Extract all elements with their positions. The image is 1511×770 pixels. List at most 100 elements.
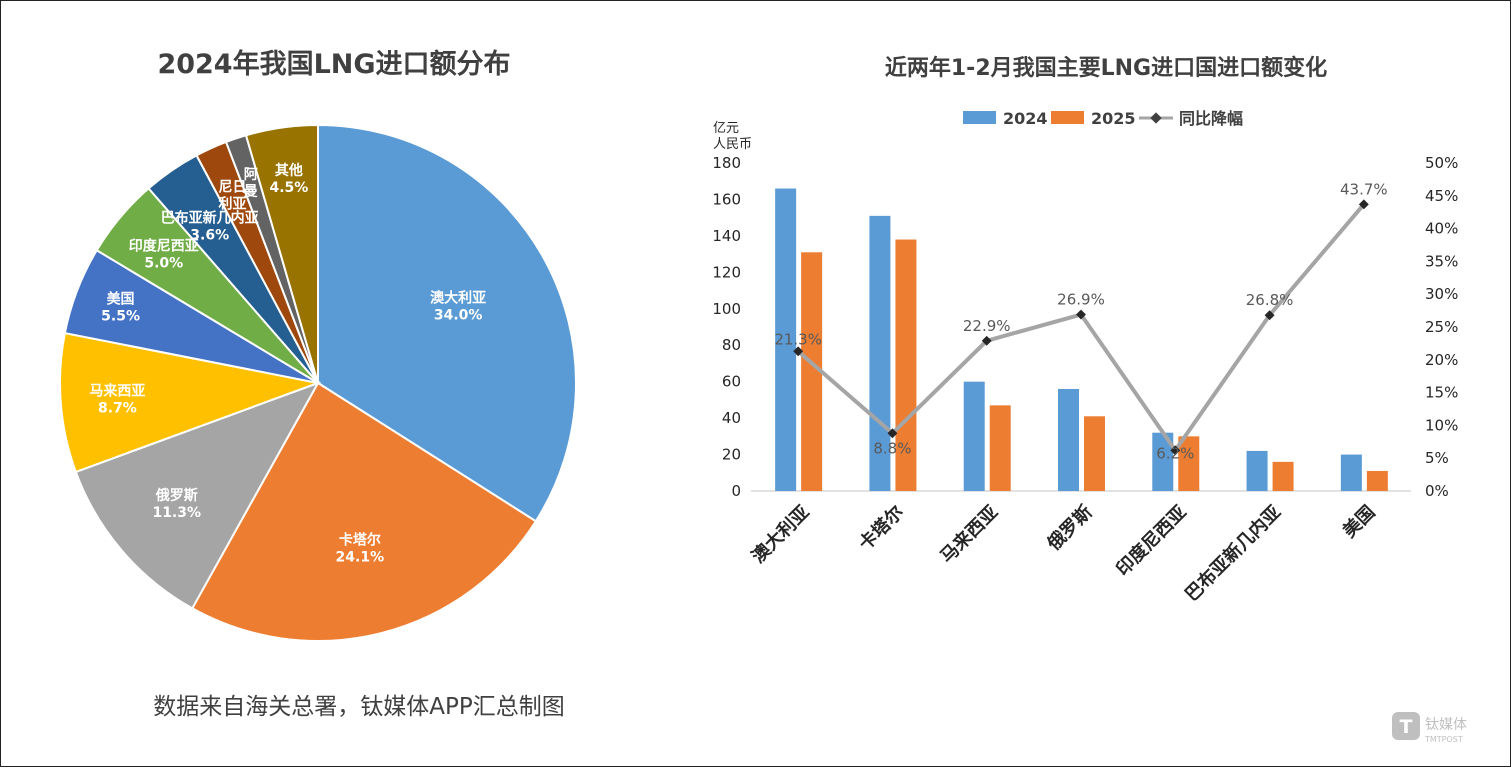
category-label-6: 美国 (1338, 501, 1379, 542)
left-tick-7: 140 (712, 227, 741, 245)
left-tick-4: 80 (722, 336, 741, 354)
category-label-4: 印度尼西亚 (1112, 501, 1191, 580)
left-tick-2: 40 (722, 409, 741, 427)
bar-2025-6 (1366, 470, 1388, 491)
yoy-marker-3 (1076, 309, 1086, 320)
pie-label-0: 澳大利亚 (430, 289, 486, 306)
left-tick-3: 60 (722, 373, 741, 391)
pie-title: 2024年我国LNG进口额分布 (157, 48, 510, 80)
pie-label-2: 俄罗斯 (155, 487, 198, 504)
yoy-marker-2 (981, 335, 992, 346)
yoy-marker-4 (1170, 445, 1181, 456)
pie-label-6: 巴布亚新几内亚 (161, 209, 259, 226)
bar-2025-1 (895, 239, 917, 491)
bar-2025-3 (1084, 416, 1105, 491)
source-note: 数据来自海关总署，钛媒体APP汇总制图 (153, 694, 564, 720)
right-tick-5: 25% (1425, 318, 1458, 336)
right-tick-3: 15% (1425, 384, 1458, 402)
left-tick-6: 120 (712, 263, 741, 281)
legend-label-2025: 2025 (1091, 109, 1136, 128)
right-tick-7: 35% (1425, 252, 1458, 270)
bar-line-chart: 近两年1-2月我国主要LNG进口国进口额变化 2024 2025 同比降幅 亿元… (712, 55, 1458, 606)
y-axis-unit-line1: 亿元 (713, 121, 739, 136)
yoy-label-6: 43.7% (1340, 180, 1388, 198)
pie-slice-3 (59, 331, 322, 474)
pie-label-8-1: 曼 (244, 184, 258, 200)
yoy-label-1: 8.8% (873, 439, 911, 457)
category-label-5: 巴布亚新几内亚 (1180, 501, 1285, 606)
pie-slice-1 (190, 381, 538, 642)
logo-text-en: TMTPOST (1424, 735, 1463, 744)
left-tick-0: 0 (731, 482, 741, 500)
pie-slice-2 (74, 381, 321, 610)
yoy-marker-6 (1358, 199, 1369, 210)
left-tick-8: 160 (712, 190, 741, 208)
right-tick-9: 45% (1425, 187, 1458, 205)
right-tick-2: 10% (1425, 416, 1458, 434)
y-axis-unit-line2: 人民币 (713, 137, 752, 152)
logo-mark-letter: T (1400, 716, 1413, 738)
pie-label-4: 美国 (107, 290, 135, 307)
tmtpost-logo: T 钛媒体 TMTPOST (1392, 712, 1467, 744)
legend-label-2024: 2024 (1003, 109, 1048, 128)
pie-value-6: 3.6% (190, 227, 229, 243)
pie-slice-9 (244, 123, 319, 384)
bar-chart-title: 近两年1-2月我国主要LNG进口国进口额变化 (885, 55, 1327, 81)
yoy-label-5: 26.8% (1246, 291, 1294, 309)
pie-slices (59, 123, 577, 642)
yoy-label-2: 22.9% (963, 317, 1011, 335)
yoy-line-series: 21.3% 8.8% 22.9% 26.9% 6.2% 26.8% 43.7% (774, 180, 1387, 462)
bar-2024-1 (869, 215, 891, 491)
bar-2024-3 (1058, 388, 1079, 491)
pie-label-8: 阿 (244, 167, 258, 183)
pie-label-5: 印度尼西亚 (129, 237, 199, 254)
pie-label-3: 马来西亚 (89, 383, 145, 399)
right-tick-8: 40% (1425, 220, 1458, 238)
bar-2024-0 (775, 188, 797, 491)
bar-2025-2 (989, 405, 1011, 491)
pie-value-9: 4.5% (270, 180, 309, 196)
right-tick-1: 5% (1425, 449, 1449, 467)
yoy-label-4: 6.2% (1156, 444, 1194, 462)
legend-swatch-2024 (963, 111, 996, 124)
bar-2024-6 (1340, 454, 1362, 491)
pie-slice-0 (317, 123, 577, 523)
category-label-1: 卡塔尔 (854, 501, 908, 555)
pie-label-9: 其他 (275, 162, 303, 179)
logo-mark-icon (1392, 712, 1420, 740)
pie-value-4: 5.5% (101, 308, 140, 324)
category-label-3: 俄罗斯 (1042, 501, 1096, 555)
pie-value-5: 5.0% (144, 255, 183, 271)
yoy-marker-5 (1264, 310, 1275, 321)
bar-2024-5 (1246, 450, 1268, 491)
left-tick-1: 20 (722, 446, 741, 464)
category-label-0: 澳大利亚 (747, 501, 813, 567)
pie-label-7-1: 利亚 (218, 196, 246, 213)
bar-2024-4 (1152, 432, 1174, 491)
yoy-label-0: 21.3% (774, 330, 822, 348)
left-tick-5: 100 (712, 300, 741, 318)
yoy-marker-0 (793, 346, 804, 357)
pie-label-7: 尼日 (218, 180, 246, 196)
right-tick-4: 20% (1425, 351, 1458, 369)
right-axis-ticks: 0% 5% 10% 15% 20% 25% 30% 35% 40% 45% 50% (1425, 154, 1458, 500)
legend-label-yoy: 同比降幅 (1179, 109, 1243, 128)
pie-value-3: 8.7% (98, 400, 137, 416)
pie-label-1: 卡塔尔 (339, 532, 381, 549)
yoy-marker-1 (887, 428, 898, 439)
logo-text-cn: 钛媒体 (1425, 717, 1467, 733)
right-tick-10: 50% (1425, 154, 1458, 172)
legend-swatch-2025 (1051, 111, 1084, 124)
bar-2025-0 (801, 252, 823, 491)
left-tick-9: 180 (712, 154, 741, 172)
legend: 2024 2025 同比降幅 (963, 109, 1243, 128)
legend-marker-yoy (1150, 112, 1162, 124)
bar-2024-2 (963, 381, 985, 491)
right-tick-0: 0% (1425, 482, 1449, 500)
pie-value-0: 34.0% (434, 307, 483, 323)
